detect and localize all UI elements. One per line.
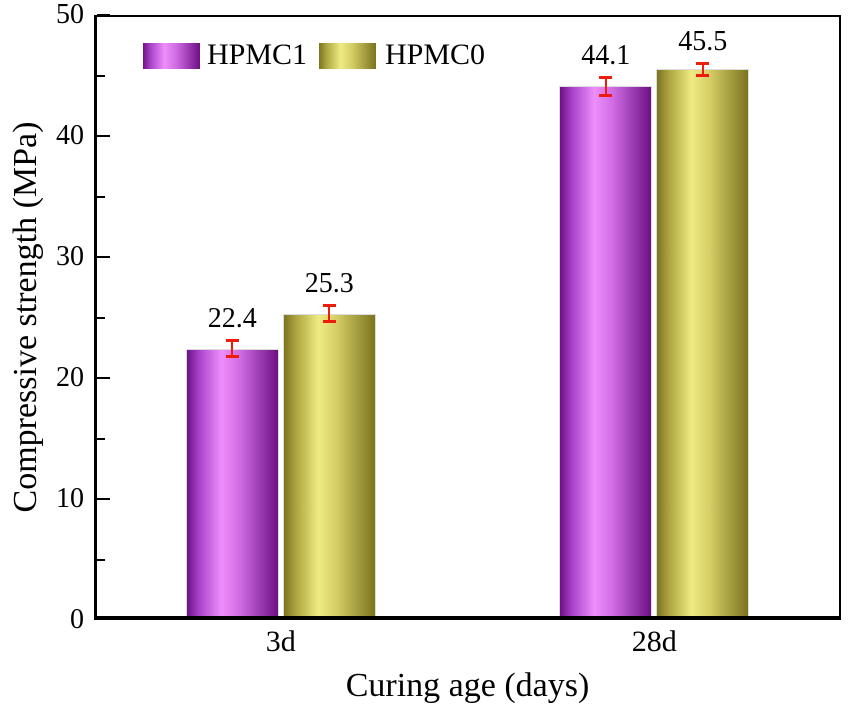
y-major-tick [97,14,110,16]
error-bar-line [604,76,607,97]
y-minor-tick [97,316,105,319]
y-major-tick [97,256,110,258]
y-tick-label: 50 [56,0,84,30]
bar-value-label: 25.3 [304,268,354,300]
legend-label-hpmc0: HPMC0 [385,38,486,71]
error-bar-cap-top [225,339,239,343]
x-category-label: 28d [631,625,677,658]
error-bar-cap-top [599,75,613,79]
y-major-tick [97,135,110,137]
bar-value-label: 22.4 [207,303,257,335]
x-category-label: 3d [265,625,296,658]
bar-value-label: 45.5 [678,26,728,58]
y-tick-label: 10 [56,483,84,514]
y-minor-tick [97,74,105,77]
legend-swatch-hpmc0 [319,43,376,69]
legend-label-hpmc1: HPMC1 [207,38,308,71]
error-bar-line [701,63,704,76]
y-minor-tick [97,195,105,198]
y-tick-label: 20 [56,362,84,393]
bar-hpmc1-28d [559,86,653,620]
x-axis-title: Curing age (days) [345,667,590,704]
bar-hpmc0-28d [656,69,750,620]
legend-swatch-hpmc1 [143,43,200,69]
error-bar-cap-bottom [322,320,336,324]
bar-hpmc1-3d [185,348,279,620]
y-major-tick [97,377,110,379]
y-axis-title: Compressive strength (MPa) [7,121,44,513]
error-bar-line [328,305,331,323]
y-tick-label: 40 [56,120,84,151]
error-bar-cap-bottom [599,94,613,98]
y-major-tick [97,498,110,500]
y-tick-label: 30 [56,241,84,272]
error-bar-cap-top [696,62,710,66]
error-bar-cap-bottom [696,73,710,77]
error-bar-line [231,340,234,358]
y-minor-tick [97,558,105,561]
y-minor-tick [97,437,105,440]
bar-hpmc0-3d [282,313,376,620]
error-bar-cap-bottom [225,355,239,359]
y-tick-label: 0 [70,604,84,635]
error-bar-cap-top [322,304,336,308]
bar-value-label: 44.1 [581,39,631,71]
